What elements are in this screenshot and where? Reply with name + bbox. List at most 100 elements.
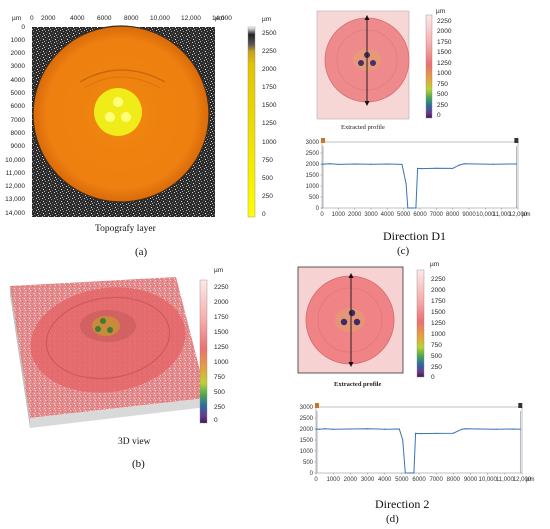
- profile-point: [321, 163, 323, 165]
- profile-point: [512, 428, 515, 430]
- x-tick-label: 2000: [344, 477, 358, 483]
- profile-point: [492, 163, 495, 165]
- x-tick-label: 9000: [464, 477, 478, 483]
- y-tick: 3000: [10, 63, 25, 70]
- panel-d-caption: Direction 2: [375, 497, 430, 511]
- panel-b-caption: 3D view: [118, 437, 151, 447]
- profile-point: [370, 163, 372, 165]
- profile-point: [458, 164, 460, 166]
- cbar-tick: 250: [431, 364, 442, 371]
- cbar-tick: 250: [262, 193, 273, 200]
- y-tick-label: 1500: [300, 438, 314, 444]
- y-tick-label: 500: [309, 195, 320, 201]
- cbar-tick: 1000: [437, 70, 452, 77]
- x-tick-label: 4000: [378, 477, 392, 483]
- x-tick: 2000: [41, 15, 56, 22]
- x-tick-label: 9000: [462, 212, 476, 218]
- cbar-tick: 750: [431, 342, 442, 349]
- profile-point: [402, 439, 404, 441]
- cbar-tick: 500: [214, 389, 225, 396]
- cbar-tick: 0: [214, 417, 218, 424]
- y-tick: 1000: [10, 37, 25, 44]
- profile-point: [435, 167, 437, 169]
- x-tick: 0: [30, 15, 34, 22]
- panel-a-colorbar-unit: µm: [262, 16, 272, 23]
- x-unit-label: µm: [526, 477, 534, 483]
- cbar-tick: 750: [262, 157, 273, 164]
- y-tick-label: 1500: [306, 173, 320, 179]
- x-tick-label: 6000: [412, 477, 426, 483]
- cbar-tick: 1250: [437, 60, 452, 67]
- profile-point: [349, 428, 351, 430]
- y-tick: 11,000: [5, 170, 25, 177]
- profile-point: [324, 163, 326, 165]
- panel-c-image-caption: Extracted profile: [341, 124, 385, 131]
- cbar-tick: 250: [437, 102, 448, 109]
- y-tick: 10,000: [5, 157, 25, 164]
- profile-point: [415, 207, 417, 209]
- profile-point: [452, 167, 454, 169]
- profile-point: [409, 472, 412, 474]
- x-tick-label: 10,000: [476, 212, 495, 218]
- profile-point: [337, 163, 339, 166]
- cbar-tick: 1250: [262, 120, 277, 127]
- x-tick-label: 5000: [395, 477, 409, 483]
- profile-point: [416, 167, 419, 169]
- y-tick-label: 500: [303, 460, 314, 466]
- x-tick: 6000: [97, 15, 112, 22]
- profile-point: [323, 428, 326, 430]
- x-tick-label: 8000: [447, 477, 461, 483]
- cbar-tick: 0: [262, 211, 266, 218]
- profile-point: [413, 472, 415, 474]
- cbar-tick: 1750: [214, 314, 229, 321]
- y-tick-label: 1000: [306, 184, 320, 190]
- cbar-tick: 2000: [431, 287, 446, 294]
- left-cursor-handle: [321, 138, 325, 143]
- profile-point: [461, 428, 463, 430]
- profile-point: [509, 163, 511, 165]
- panel-a-x-ticks: 0 2000 4000 6000 8000 10,000 12,000 14,0…: [30, 15, 235, 23]
- cbar-tick: 1750: [437, 39, 452, 46]
- cbar-tick: 2000: [262, 66, 277, 73]
- cbar-tick: 0: [431, 374, 435, 381]
- profile-point: [421, 168, 423, 170]
- cbar-tick: 1250: [431, 320, 446, 327]
- x-tick-label: 11,000: [496, 477, 515, 483]
- cbar-tick: 250: [214, 404, 225, 411]
- y-tick: 7000: [10, 117, 25, 124]
- y-tick-label: 2500: [300, 416, 314, 422]
- panel-c-colorbar-unit: µm: [436, 8, 446, 15]
- y-tick-label: 2000: [300, 427, 314, 433]
- profile-point: [329, 163, 331, 165]
- y-tick: 14,000: [5, 210, 25, 217]
- y-tick: 2000: [10, 50, 25, 57]
- cbar-tick: 1500: [262, 102, 277, 109]
- panel-d-colorbar-unit: µm: [430, 261, 440, 268]
- panel-c-label: (c): [397, 245, 410, 257]
- profile-point: [318, 428, 321, 430]
- cbar-tick: 2250: [431, 276, 446, 283]
- profile-point: [515, 163, 517, 165]
- cbar-tick: 1500: [437, 49, 452, 56]
- cbar-tick: 1500: [431, 309, 446, 316]
- x-tick-label: 3000: [361, 477, 375, 483]
- panel-d-image-caption: Extracted profile: [334, 381, 382, 388]
- x-tick-label: 12,000: [513, 477, 532, 483]
- profile-point: [519, 428, 521, 430]
- x-tick-label: 0: [320, 212, 324, 218]
- y-tick: 8000: [10, 130, 25, 137]
- y-tick: 13,000: [5, 196, 25, 203]
- cbar-tick: 500: [262, 175, 273, 182]
- profile-point: [478, 428, 480, 430]
- y-tick-label: 3000: [300, 405, 314, 411]
- profile-point: [411, 207, 413, 209]
- profile-point: [414, 432, 417, 434]
- y-tick: 12,000: [5, 183, 25, 190]
- profile-point: [354, 163, 356, 165]
- y-tick: 6000: [10, 103, 25, 110]
